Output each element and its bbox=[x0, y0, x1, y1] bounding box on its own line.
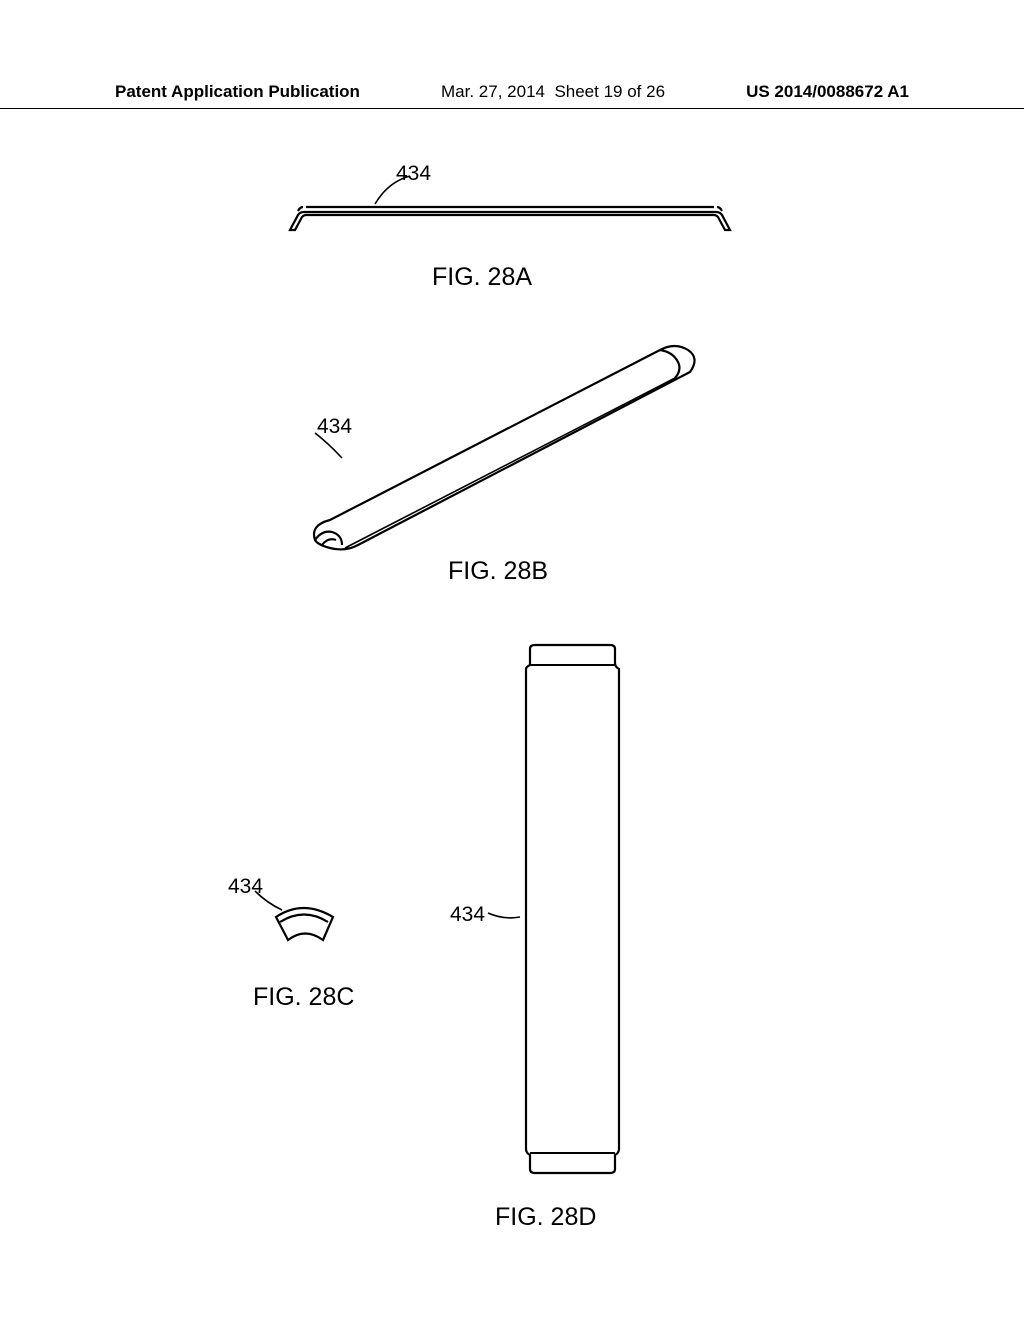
caption-28d: FIG. 28D bbox=[495, 1203, 596, 1232]
figure-28a-drawing bbox=[280, 195, 740, 245]
reference-434-d: 434 bbox=[450, 903, 485, 927]
caption-28b: FIG. 28B bbox=[448, 557, 548, 586]
publication-number: US 2014/0088672 A1 bbox=[746, 82, 909, 102]
figure-28b-drawing bbox=[280, 330, 710, 560]
figure-28d-drawing bbox=[515, 637, 630, 1182]
caption-28c: FIG. 28C bbox=[253, 983, 354, 1012]
figure-28c-drawing bbox=[268, 902, 343, 957]
publication-date: Mar. 27, 2014 Sheet 19 of 26 bbox=[441, 82, 665, 102]
figure-sheet: 434 FIG. 28A 434 FIG. 28B 434 FIG. 28C 4… bbox=[0, 120, 1024, 1320]
page-header: Patent Application Publication Mar. 27, … bbox=[0, 82, 1024, 109]
publication-type: Patent Application Publication bbox=[115, 82, 360, 102]
caption-28a: FIG. 28A bbox=[432, 263, 532, 292]
